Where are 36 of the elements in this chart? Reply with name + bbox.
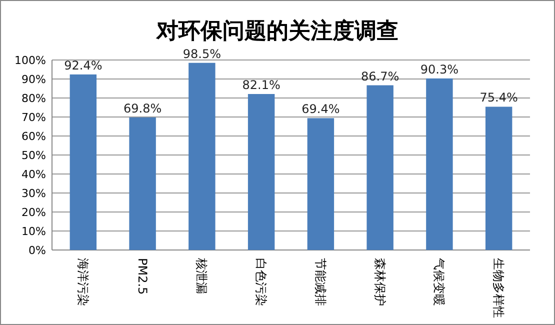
y-tick-label: 80% xyxy=(22,92,46,105)
y-tick-label: 60% xyxy=(22,130,46,143)
y-tick-label: 70% xyxy=(22,110,46,124)
bar xyxy=(188,62,216,250)
data-label: 92.4% xyxy=(64,58,102,72)
y-tick-label: 0% xyxy=(28,244,46,257)
x-tick-label: 核泄漏 xyxy=(194,257,209,294)
data-label: 69.4% xyxy=(302,102,340,116)
bar xyxy=(248,94,275,250)
y-tick-label: 10% xyxy=(22,224,46,238)
x-tick-label: 节能减排 xyxy=(313,258,328,306)
x-tick-label: 生物多样性 xyxy=(492,258,506,318)
x-tick-label: 气候变暖 xyxy=(432,258,446,306)
data-label: 86.7% xyxy=(361,69,400,84)
x-tick-label: PM2.5 xyxy=(135,258,150,295)
bar xyxy=(426,78,453,250)
chart-title: 对环保问题的关注度调查 xyxy=(156,18,398,44)
bar xyxy=(366,85,394,250)
x-tick-label: 森林保护 xyxy=(372,258,387,306)
bar xyxy=(307,118,334,250)
data-label: 82.1% xyxy=(242,78,280,92)
data-label: 98.5% xyxy=(182,46,221,61)
bar xyxy=(485,106,512,250)
x-tick-label: 海洋污染 xyxy=(76,258,90,306)
y-tick-label: 40% xyxy=(22,168,46,181)
y-tick-label: 50% xyxy=(22,148,46,162)
bar xyxy=(70,74,97,250)
x-tick-label: 白色污染 xyxy=(254,258,268,306)
y-tick-label: 30% xyxy=(22,186,46,200)
data-label: 69.8% xyxy=(123,101,162,116)
data-label: 75.4% xyxy=(480,90,518,105)
y-tick-label: 20% xyxy=(22,206,46,219)
bar xyxy=(129,117,156,250)
y-tick-label: 100% xyxy=(14,54,46,67)
data-label: 90.3% xyxy=(420,62,459,76)
y-tick-label: 90% xyxy=(22,72,46,86)
